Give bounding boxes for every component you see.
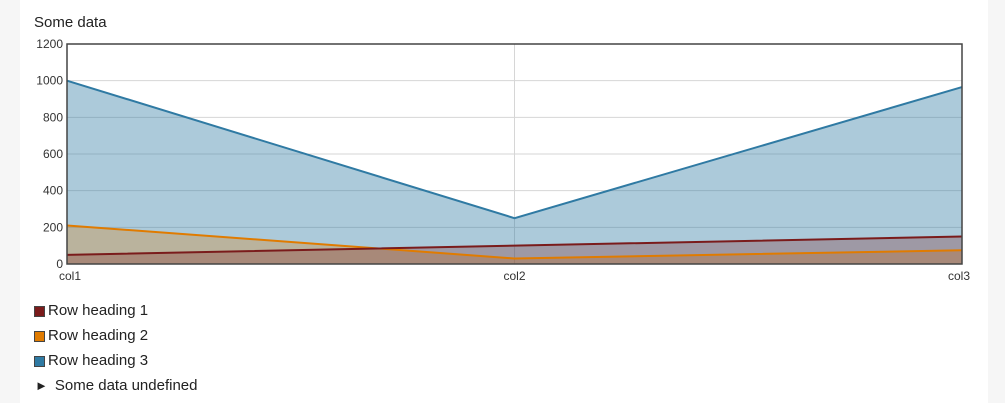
- area-chart: 0 200 400 600 800 1000 1200 col1 col2 col3: [36, 37, 970, 283]
- plot-border: [66, 43, 963, 265]
- legend-swatch-2: [34, 330, 45, 342]
- legend-item-row-heading-1[interactable]: Row heading 1: [34, 298, 198, 323]
- y-tick-label: 600: [43, 147, 63, 161]
- chart-panel: Some data 0 200 400 600 800 1000 1200 col1 col2 c…: [20, 0, 988, 403]
- legend-swatch-1: [34, 305, 45, 317]
- series-area-3: [67, 80, 962, 265]
- legend-item-row-heading-3[interactable]: Row heading 3: [34, 348, 198, 373]
- x-tick-label: col3: [948, 269, 970, 283]
- data-table-toggle[interactable]: ► Some data undefined: [34, 373, 198, 397]
- y-tick-label: 800: [43, 110, 63, 124]
- chart-title: Some data: [34, 14, 107, 31]
- y-tick-label: 200: [43, 220, 63, 234]
- legend: Row heading 1 Row heading 2 Row heading …: [34, 298, 198, 397]
- legend-swatch-3: [34, 355, 45, 367]
- y-tick-label: 1000: [36, 74, 63, 88]
- expand-arrow-icon: ►: [35, 377, 48, 393]
- legend-label: Row heading 2: [48, 327, 149, 344]
- x-tick-label: col1: [59, 269, 81, 283]
- y-tick-label: 400: [43, 184, 63, 198]
- series-area-1: [67, 236, 962, 264]
- y-tick-label: 1200: [36, 37, 63, 51]
- toggle-label: Some data undefined: [54, 376, 198, 394]
- y-tick-label: 0: [56, 257, 63, 271]
- legend-label: Row heading 3: [48, 352, 149, 369]
- legend-label: Row heading 1: [48, 302, 149, 319]
- x-tick-label: col2: [503, 269, 525, 283]
- legend-item-row-heading-2[interactable]: Row heading 2: [34, 323, 198, 348]
